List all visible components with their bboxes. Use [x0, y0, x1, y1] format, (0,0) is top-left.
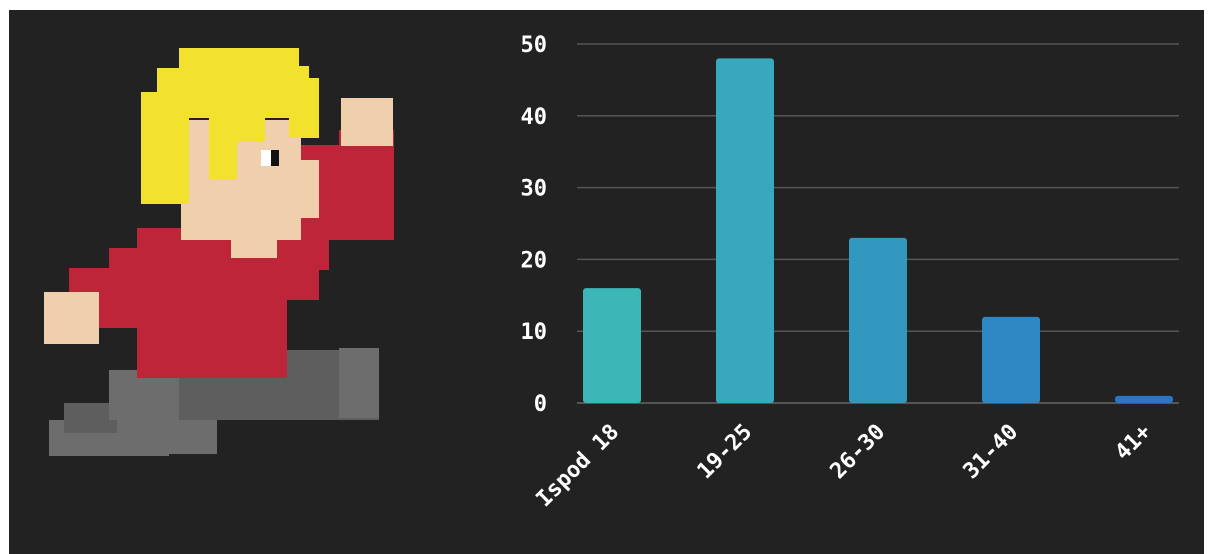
bar-19-25 — [716, 58, 774, 404]
y-axis-ticks: 0 10 20 30 40 50 — [521, 33, 548, 417]
bar-26-30 — [849, 237, 907, 403]
y-tick-label: 0 — [534, 392, 547, 417]
y-tick-label: 50 — [521, 33, 548, 58]
bars — [583, 58, 1173, 404]
y-tick-label: 40 — [521, 105, 548, 130]
chart-panel: 0 10 20 30 40 50 Ispod 18 19-25 26-30 31-40 41+ — [9, 10, 1204, 554]
running-boy-icon — [44, 48, 394, 456]
x-axis-ticks: Ispod 18 19-25 26-30 31-40 41+ — [532, 420, 1157, 513]
pixel-pupil — [271, 150, 279, 166]
bar-ispod-18 — [583, 288, 641, 403]
pixel-skin — [361, 98, 393, 118]
x-tick-label: 19-25 — [693, 420, 758, 485]
x-tick-label: 31-40 — [959, 420, 1024, 485]
bar-41- — [1115, 395, 1173, 403]
pixel-hair — [159, 160, 189, 200]
age-bar-chart: 0 10 20 30 40 50 Ispod 18 19-25 26-30 31-40 41+ — [521, 33, 1179, 513]
y-tick-label: 10 — [521, 320, 548, 345]
x-tick-label: 41+ — [1110, 420, 1156, 466]
pixel-hair — [209, 110, 237, 180]
pixel-pants_light — [339, 348, 379, 418]
pixel-skin — [289, 160, 319, 218]
y-tick-label: 30 — [521, 177, 548, 202]
pixel-shirt — [109, 248, 169, 278]
pixel-skin — [44, 292, 99, 344]
pixel-hair — [289, 78, 319, 138]
pixel-hair — [235, 110, 265, 142]
pixel-pants_light — [117, 420, 217, 454]
pixel-skin — [231, 238, 277, 258]
y-tick-label: 20 — [521, 248, 548, 273]
x-tick-label: Ispod 18 — [532, 420, 625, 513]
x-tick-label: 26-30 — [826, 420, 891, 485]
pixel-shirt — [269, 250, 319, 300]
bar-31-40 — [982, 316, 1040, 403]
